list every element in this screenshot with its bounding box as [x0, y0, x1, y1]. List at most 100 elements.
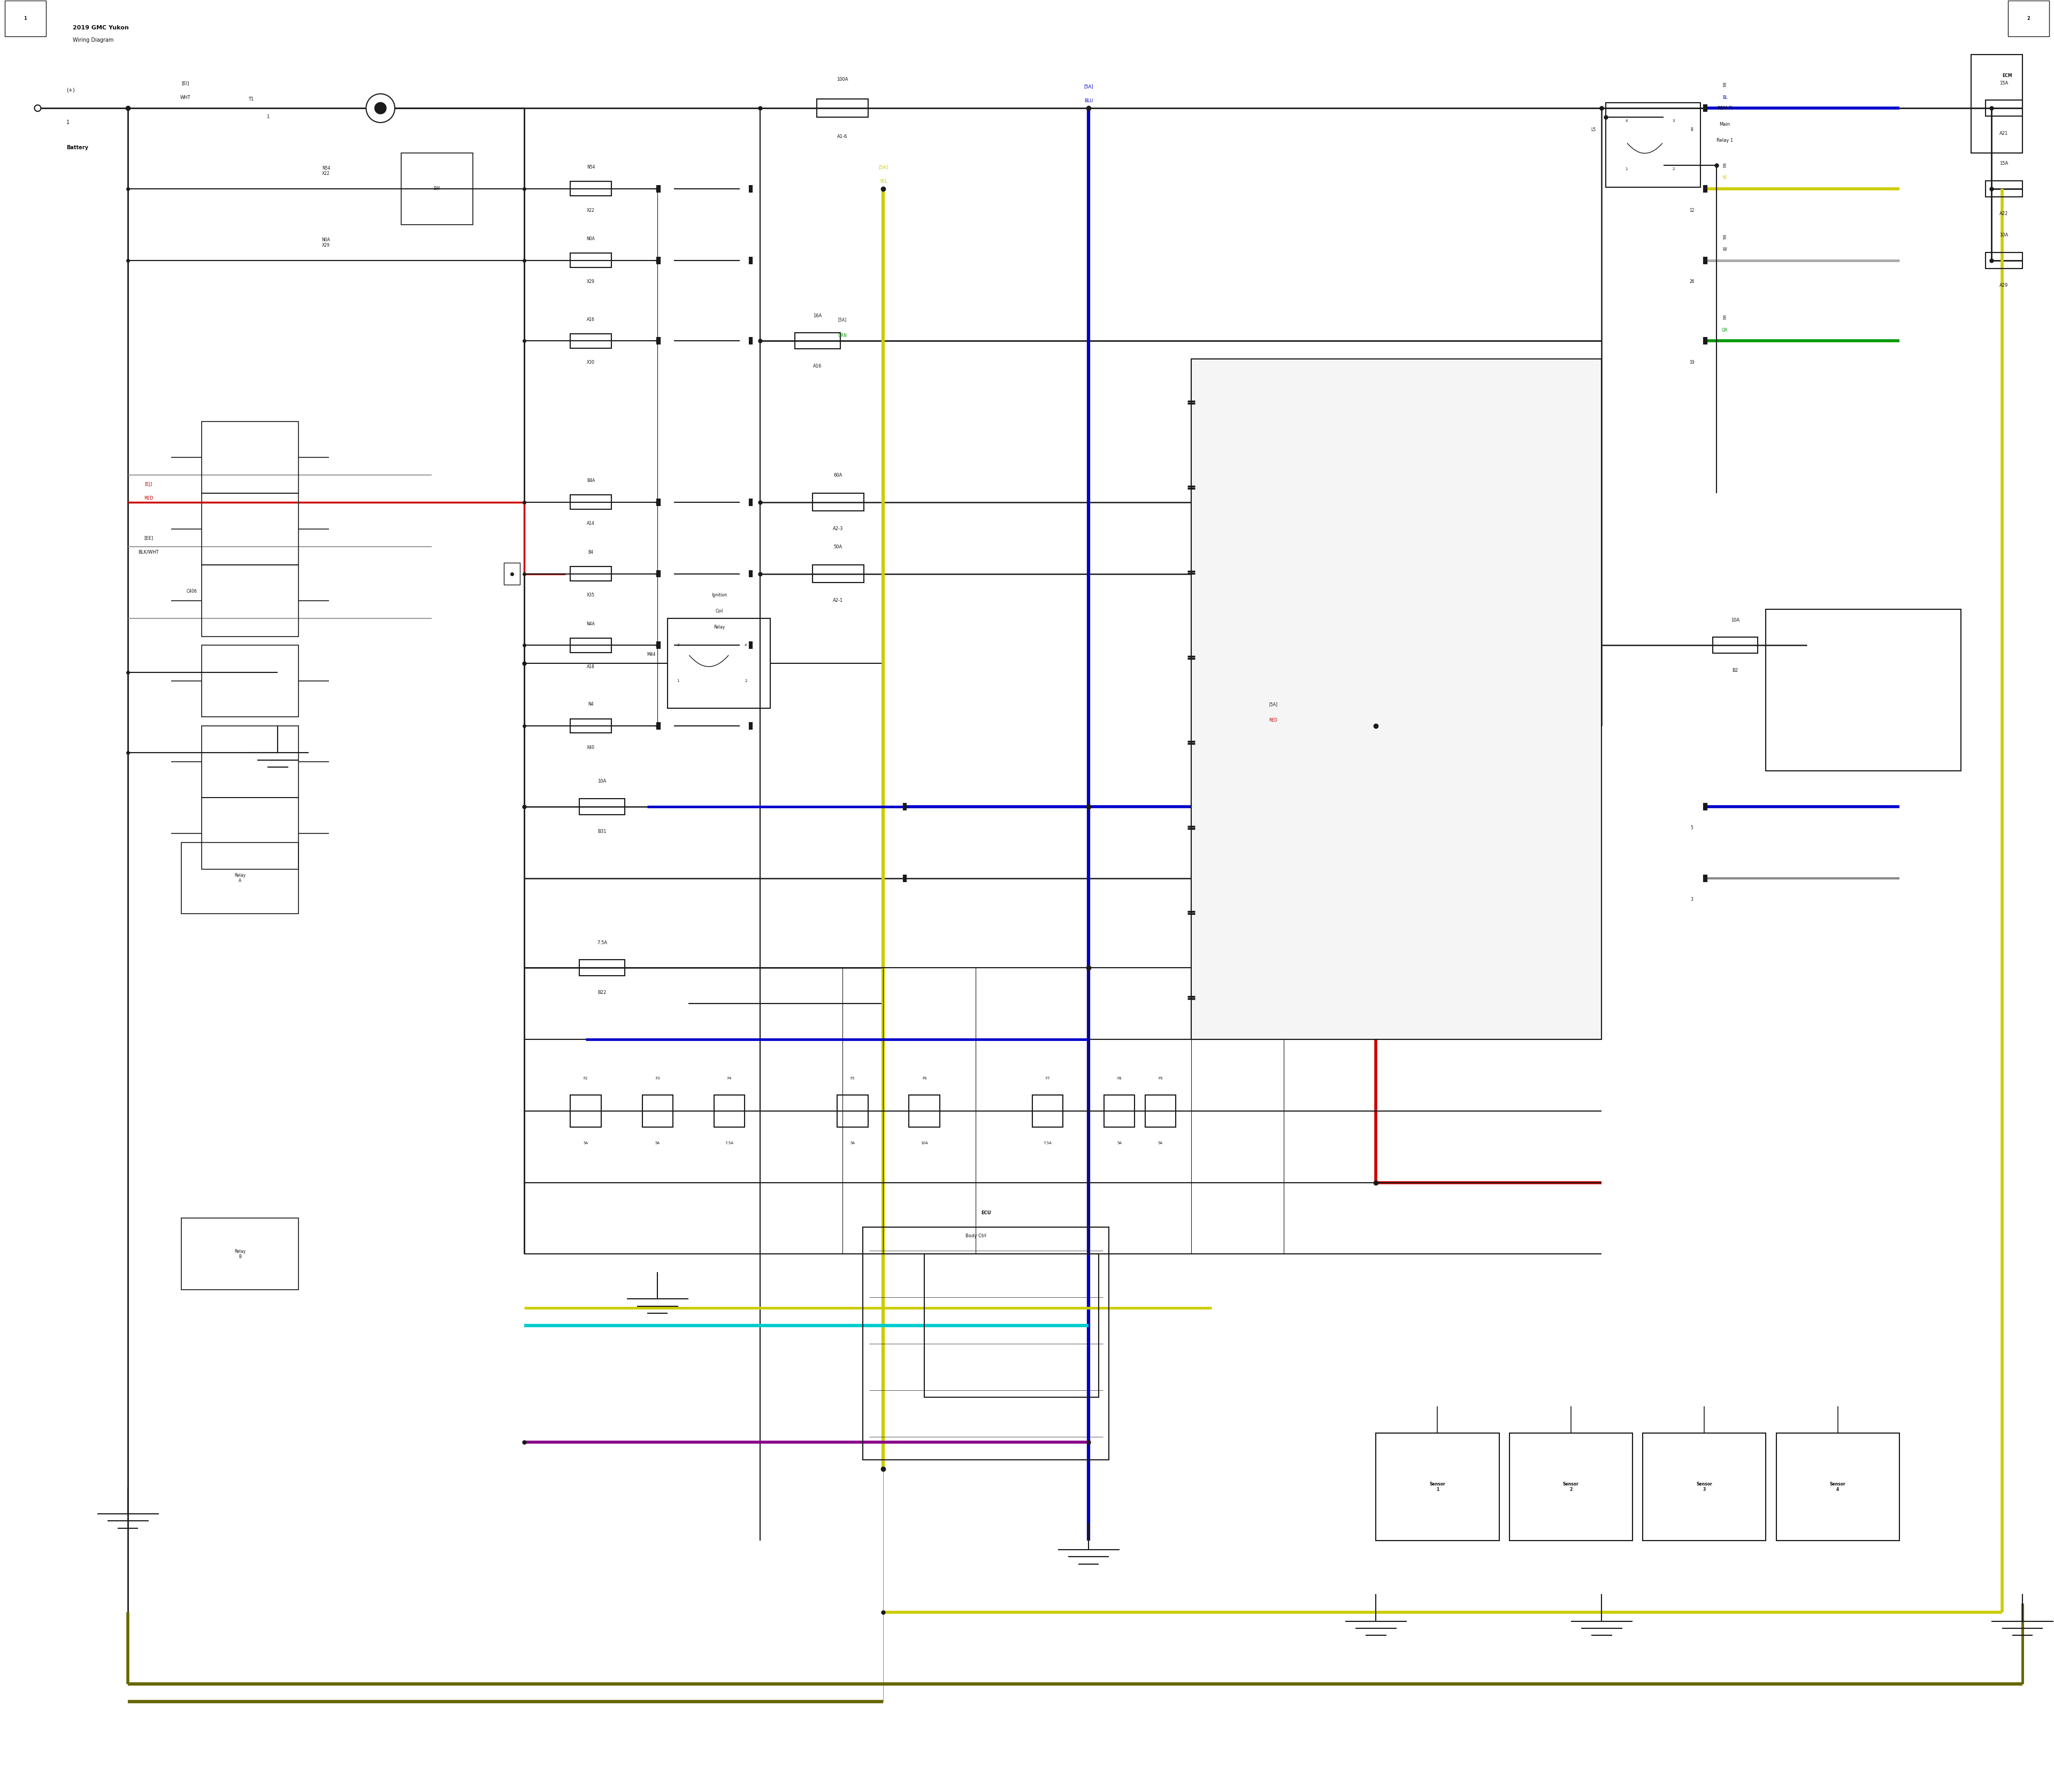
Bar: [181, 1219, 298, 1290]
Bar: [4, 0, 45, 36]
Bar: [201, 493, 298, 564]
Bar: [571, 333, 612, 348]
Bar: [863, 1228, 1109, 1460]
Bar: [1144, 1095, 1175, 1127]
Bar: [795, 333, 840, 349]
Bar: [1777, 1434, 1900, 1541]
Text: YEL: YEL: [879, 179, 887, 185]
Bar: [579, 799, 624, 815]
Text: X29: X29: [587, 280, 596, 285]
Bar: [1766, 609, 1962, 771]
Text: 2: 2: [1672, 167, 1674, 170]
Text: 4: 4: [1625, 118, 1627, 122]
Text: 5A: 5A: [850, 1142, 854, 1145]
Text: C406: C406: [187, 590, 197, 593]
Text: T1: T1: [249, 97, 255, 102]
Bar: [813, 493, 865, 511]
Bar: [668, 618, 770, 708]
Text: B22: B22: [598, 991, 606, 995]
Text: X22: X22: [587, 208, 596, 213]
Bar: [571, 719, 612, 733]
Text: 10A: 10A: [920, 1142, 928, 1145]
Bar: [1510, 1434, 1633, 1541]
Text: A22: A22: [2001, 211, 2009, 217]
Text: N4: N4: [587, 702, 594, 706]
Text: [5A]: [5A]: [1085, 84, 1093, 90]
Text: X35: X35: [587, 593, 596, 597]
Text: 60A: 60A: [834, 473, 842, 478]
Text: (+): (+): [66, 88, 74, 93]
Bar: [643, 1095, 674, 1127]
Text: PGM-FI: PGM-FI: [1717, 106, 1734, 111]
Text: A1-6: A1-6: [838, 134, 848, 140]
Text: 100A: 100A: [836, 77, 848, 82]
Bar: [571, 495, 612, 509]
Text: N54
X22: N54 X22: [322, 165, 331, 176]
Bar: [571, 1095, 602, 1127]
Bar: [838, 1095, 869, 1127]
Text: 5A: 5A: [1117, 1142, 1121, 1145]
Text: BL: BL: [1723, 95, 1727, 100]
Text: 5: 5: [1690, 826, 1692, 830]
Bar: [571, 181, 612, 195]
Circle shape: [374, 102, 386, 115]
Bar: [1986, 100, 2023, 116]
Text: F4: F4: [727, 1077, 731, 1081]
Bar: [2009, 0, 2050, 36]
Text: 10A: 10A: [598, 780, 606, 783]
Text: 3: 3: [678, 643, 680, 647]
Text: Relay: Relay: [713, 625, 725, 629]
Text: RED: RED: [1269, 719, 1278, 722]
Text: Main: Main: [1719, 122, 1729, 127]
Text: YE: YE: [1723, 176, 1727, 181]
Bar: [571, 566, 612, 581]
Bar: [715, 1095, 746, 1127]
Text: [E: [E: [1723, 315, 1727, 321]
Text: Sensor
2: Sensor 2: [1563, 1482, 1580, 1493]
Bar: [201, 645, 298, 717]
Text: 1: 1: [678, 679, 680, 683]
Text: A16: A16: [587, 317, 596, 323]
Text: A18: A18: [587, 665, 596, 668]
Bar: [579, 959, 624, 975]
Text: Wiring Diagram: Wiring Diagram: [72, 38, 113, 43]
Bar: [1191, 358, 1602, 1039]
Text: 15A: 15A: [2001, 81, 2009, 86]
Bar: [503, 563, 520, 584]
Text: F8: F8: [1117, 1077, 1121, 1081]
Text: GRN: GRN: [838, 333, 846, 339]
Bar: [910, 1095, 941, 1127]
Text: N54: N54: [587, 165, 596, 170]
Text: 12: 12: [1690, 208, 1695, 213]
Text: 1: 1: [25, 16, 27, 22]
Text: 2: 2: [2027, 16, 2029, 22]
Text: Ignition: Ignition: [711, 593, 727, 597]
Text: Relay
A: Relay A: [234, 873, 246, 883]
Text: Body Ctrl: Body Ctrl: [965, 1233, 986, 1238]
Bar: [201, 421, 298, 493]
Text: N4A: N4A: [587, 622, 596, 625]
Text: 1: 1: [267, 115, 269, 120]
Text: Relay
B: Relay B: [234, 1249, 246, 1260]
Text: F9: F9: [1158, 1077, 1163, 1081]
Text: A16: A16: [813, 364, 822, 369]
Text: BLK/WHT: BLK/WHT: [138, 550, 158, 556]
Text: N0A: N0A: [587, 237, 596, 242]
Text: [E: [E: [1723, 235, 1727, 240]
Bar: [813, 564, 865, 582]
Text: 1: 1: [66, 120, 70, 125]
Text: 7.5A: 7.5A: [1043, 1142, 1052, 1145]
Text: A2-3: A2-3: [834, 527, 844, 532]
Text: ECU: ECU: [982, 1211, 990, 1215]
Text: [5A]: [5A]: [838, 317, 846, 323]
Text: 2019 GMC Yukon: 2019 GMC Yukon: [72, 25, 129, 30]
Text: F2: F2: [583, 1077, 587, 1081]
Text: [5A]: [5A]: [1269, 702, 1278, 706]
Bar: [1103, 1095, 1134, 1127]
Bar: [1031, 1095, 1062, 1127]
Text: 5A: 5A: [655, 1142, 659, 1145]
Bar: [201, 564, 298, 636]
Bar: [924, 1254, 1099, 1398]
Text: SW: SW: [433, 186, 440, 192]
Text: 16A: 16A: [813, 314, 822, 319]
